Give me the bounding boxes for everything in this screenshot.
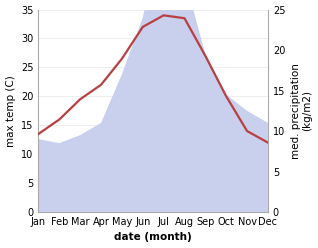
Y-axis label: max temp (C): max temp (C) [5,75,16,147]
X-axis label: date (month): date (month) [114,232,192,243]
Y-axis label: med. precipitation
(kg/m2): med. precipitation (kg/m2) [291,63,313,159]
